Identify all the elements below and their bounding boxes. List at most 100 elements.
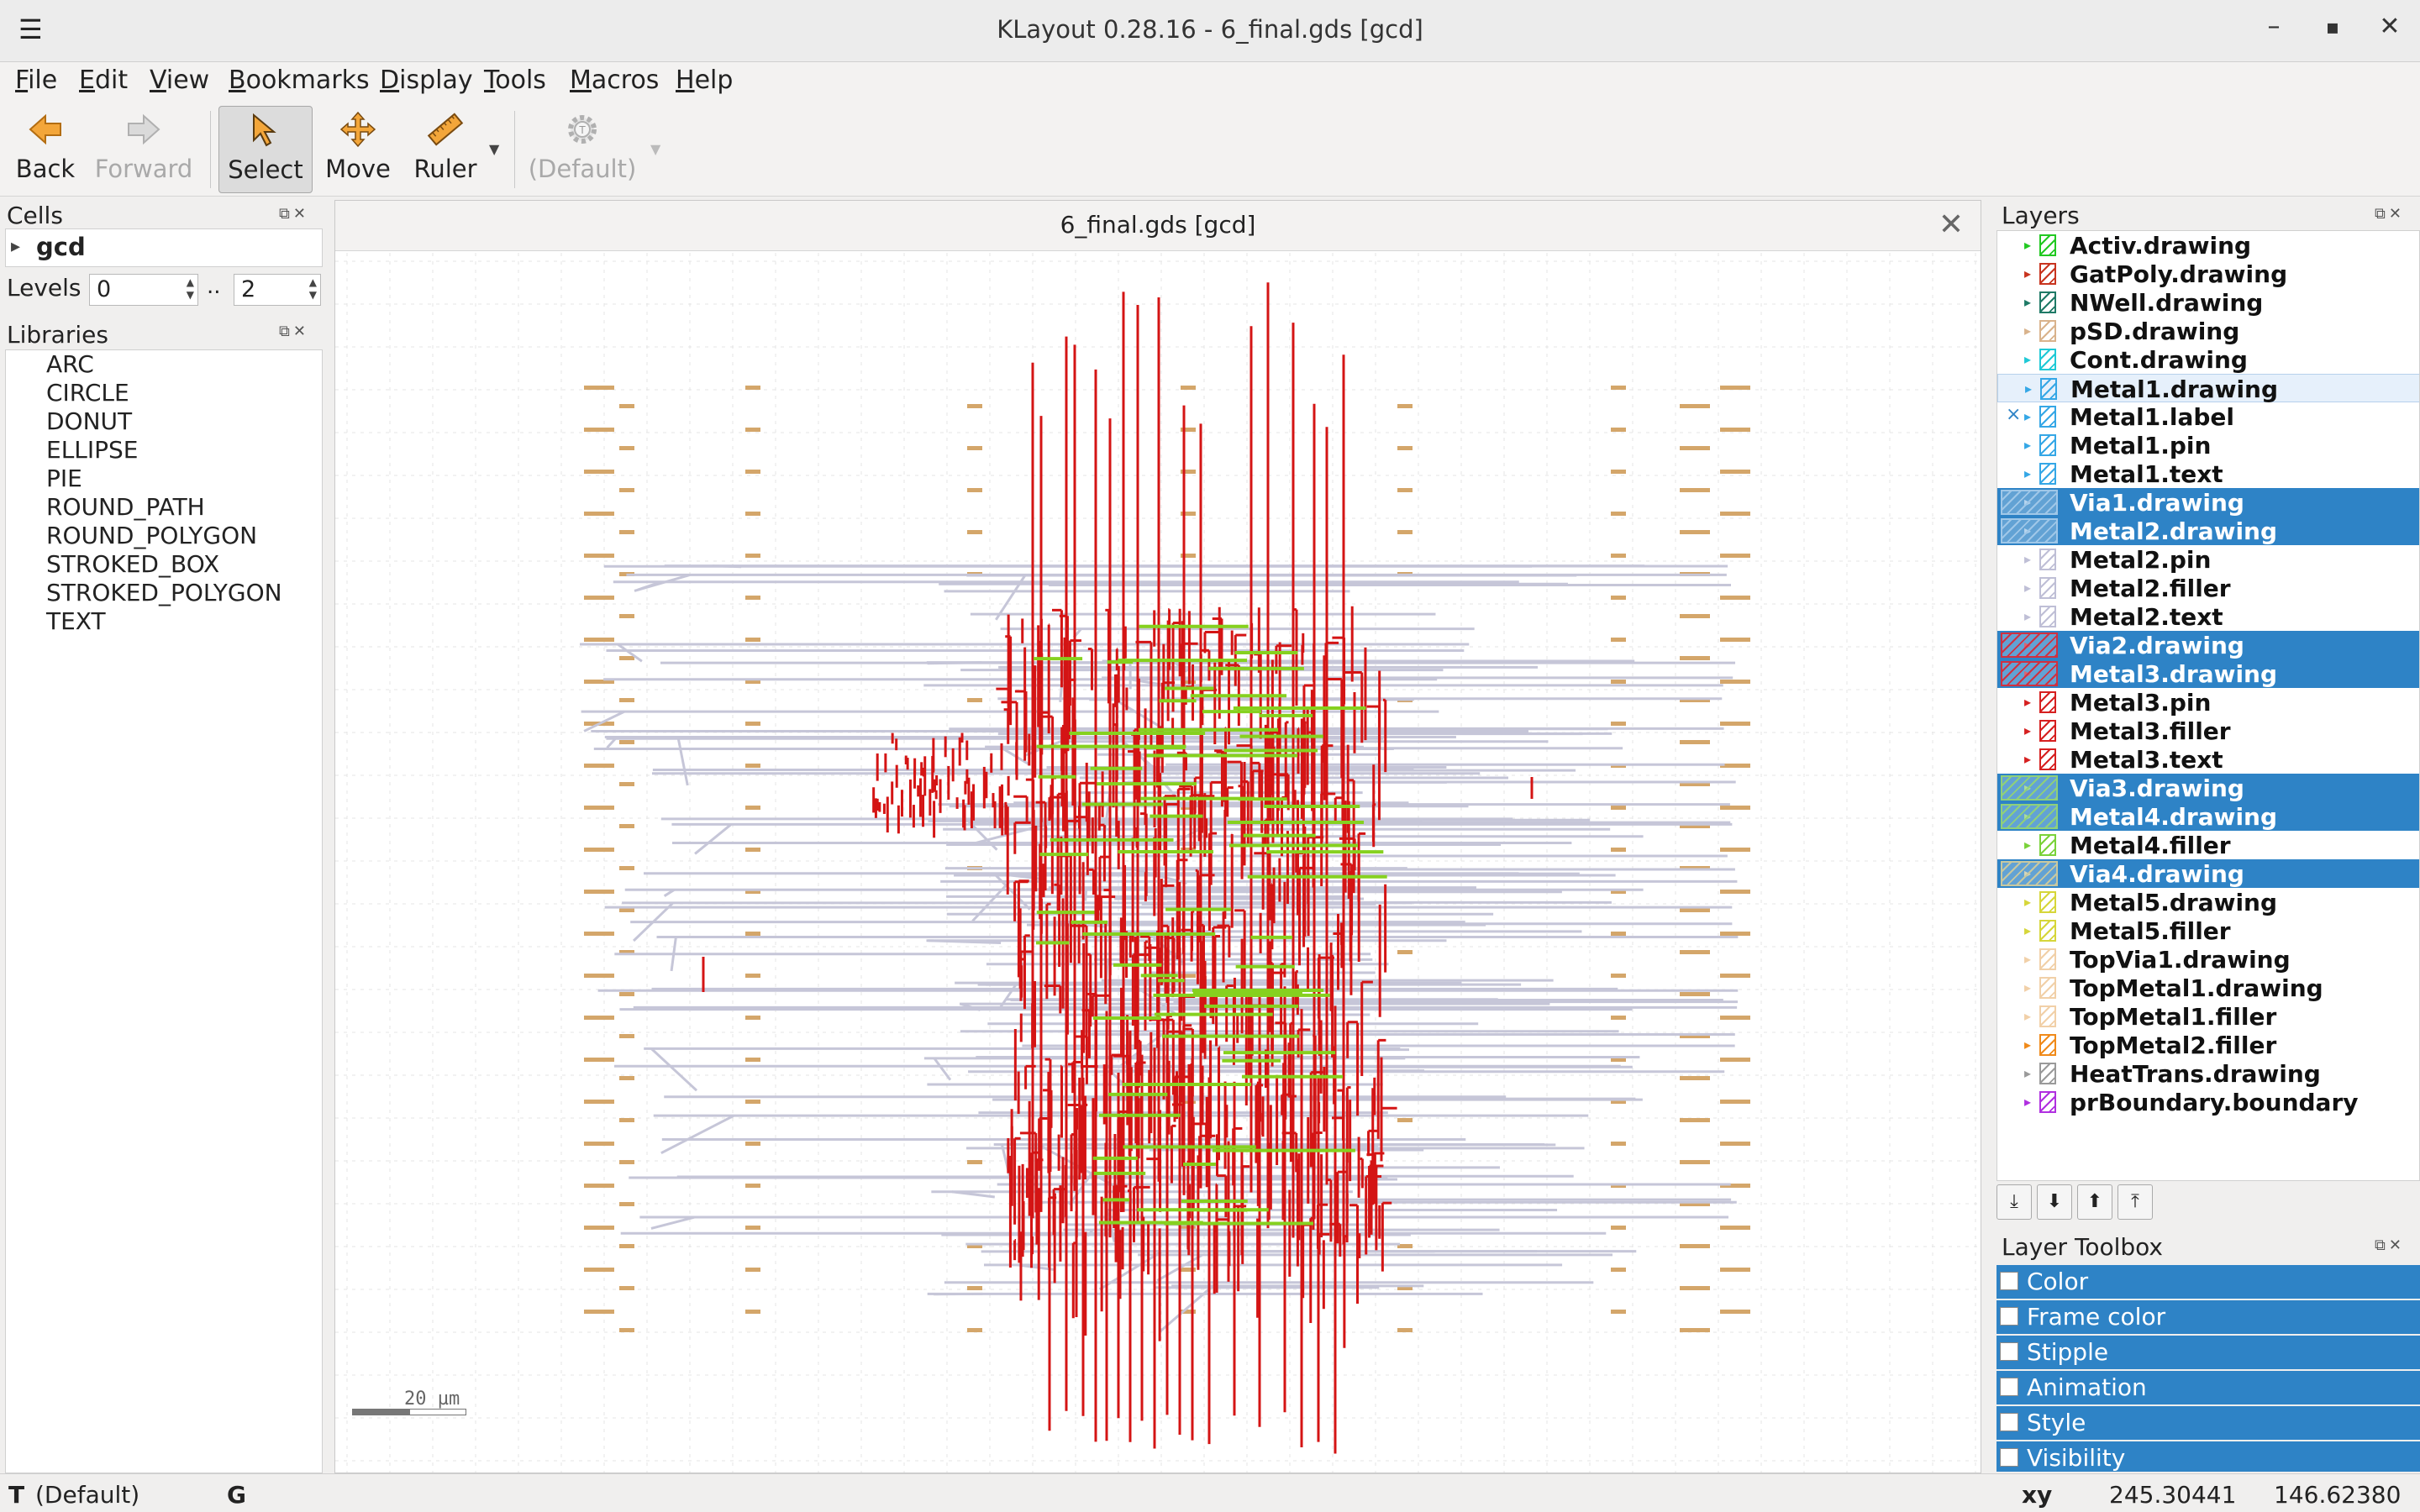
expand-checkbox[interactable] [2000,1378,2018,1396]
layer-row[interactable]: ▸ TopMetal1.drawing [1997,974,2419,1002]
layer-row[interactable]: ▸ HeatTrans.drawing [1997,1059,2419,1088]
expand-checkbox[interactable] [2000,1272,2018,1290]
layer-row[interactable]: ▸Metal4.drawing [1997,802,2419,831]
library-item[interactable]: PIE [46,465,82,492]
toolbox-stipple[interactable]: Stipple [1996,1336,2420,1369]
menu-view[interactable]: View [150,66,210,95]
ruler-dropdown-icon[interactable]: ▼ [489,141,500,157]
menu-display[interactable]: Display [380,66,473,95]
layer-row[interactable]: ▸ Metal1.drawing [1997,374,2419,403]
toolbox-color[interactable]: Color [1996,1265,2420,1299]
layer-expand-icon[interactable]: ▸ [2024,323,2032,339]
layer-row[interactable]: ▸Via4.drawing [1997,859,2419,888]
expand-arrow-icon[interactable]: ▸ [11,236,21,257]
menu-file[interactable]: File [15,66,58,95]
move-to-bottom-icon[interactable]: ⤓ [1996,1184,2032,1220]
layer-expand-icon[interactable]: ▸ [2025,381,2033,396]
layer-expand-icon[interactable]: ▸ [2024,1037,2032,1053]
cell-gcd[interactable]: gcd [36,233,86,261]
layer-expand-icon[interactable]: ▸ [2024,722,2032,738]
maximize-button[interactable]: ▪ [2325,15,2340,39]
layers-pane-buttons[interactable]: ⧉✕ [2375,205,2405,223]
layer-row[interactable]: ▸ GatPoly.drawing [1997,260,2419,288]
library-item[interactable]: TEXT [46,607,106,635]
library-item[interactable]: CIRCLE [46,379,129,407]
layer-row[interactable]: ▸ TopMetal1.filler [1997,1002,2419,1031]
library-item[interactable]: STROKED_BOX [46,550,220,578]
layer-row[interactable]: ▸ Metal2.pin [1997,545,2419,574]
app-menu-icon[interactable]: ☰ [18,13,43,45]
layer-row[interactable]: ▸ Metal1.pin [1997,431,2419,459]
layer-expand-icon[interactable]: ▸ [2024,265,2032,281]
library-item[interactable]: STROKED_POLYGON [46,579,282,606]
toolbox-style[interactable]: Style [1996,1406,2420,1440]
move-to-top-icon[interactable]: ⤒ [2118,1184,2153,1220]
close-tab-icon[interactable]: ✕ [1938,207,1964,242]
layer-row[interactable]: ▸ pSD.drawing [1997,317,2419,345]
menu-macros[interactable]: Macros [570,66,660,95]
layer-row[interactable]: ▸ Metal4.filler [1997,831,2419,859]
layer-row[interactable]: ▸ Cont.drawing [1997,345,2419,374]
levels-to-spinbox[interactable]: 2 ▲ ▼ [234,274,321,306]
layer-row[interactable]: ▸Via3.drawing [1997,774,2419,802]
layer-expand-icon[interactable]: ▸ [2024,351,2032,367]
layer-row[interactable]: ▸ Metal3.filler [1997,717,2419,745]
macro-dropdown-icon[interactable]: ▼ [650,141,661,157]
library-item[interactable]: DONUT [46,407,133,435]
menu-tools[interactable]: Tools [484,66,546,95]
layer-row[interactable]: ▸ TopMetal2.filler [1997,1031,2419,1059]
toolbox-frame-color[interactable]: Frame color [1996,1300,2420,1334]
spin-arrows-icon[interactable]: ▲ ▼ [186,276,194,301]
layer-expand-icon[interactable]: ▸ [2024,1065,2032,1081]
layer-expand-icon[interactable]: ▸ [2024,694,2032,710]
library-item[interactable]: ELLIPSE [46,436,139,464]
layer-expand-icon[interactable]: ▸ [2024,837,2032,853]
layer-row[interactable]: ▸ Metal5.drawing [1997,888,2419,916]
library-item[interactable]: ARC [46,350,94,378]
layer-row[interactable]: ▸ TopVia1.drawing [1997,945,2419,974]
forward-button[interactable]: Forward [92,106,195,193]
menu-help[interactable]: Help [676,66,734,95]
levels-from-spinbox[interactable]: 0 ▲ ▼ [89,274,198,306]
layer-toolbox-pane-buttons[interactable]: ⧉✕ [2375,1236,2405,1254]
layer-expand-icon[interactable]: ▸ [2024,922,2032,938]
layout-canvas[interactable] [335,253,1981,1473]
layer-expand-icon[interactable]: ▸ [2024,751,2032,767]
layer-expand-icon[interactable]: ▸ [2024,1094,2032,1110]
move-button[interactable]: Move [321,106,395,193]
menu-edit[interactable]: Edit [79,66,129,95]
expand-checkbox[interactable] [2000,1342,2018,1361]
move-down-icon[interactable]: ⬇ [2037,1184,2072,1220]
layer-row[interactable]: ▸ Metal2.text [1997,602,2419,631]
layer-expand-icon[interactable]: ▸ [2024,894,2032,910]
layer-row[interactable]: ▸ prBoundary.boundary [1997,1088,2419,1116]
close-button[interactable]: ✕ [2379,12,2401,41]
layer-expand-icon[interactable]: ▸ [2024,294,2032,310]
layer-expand-icon[interactable]: ▸ [2024,408,2032,424]
layer-expand-icon[interactable]: ▸ [2024,437,2032,453]
layout-view[interactable]: 6_final.gds [gcd] ✕ 20 µm [334,200,1981,1473]
ruler-button[interactable]: Ruler [407,106,484,193]
macro-button[interactable]: T (Default) [526,106,639,193]
layer-row[interactable]: × ▸ Metal1.label [1997,402,2419,431]
layer-expand-icon[interactable]: ▸ [2024,237,2032,253]
layer-row[interactable]: ▸ Metal1.text [1997,459,2419,488]
layer-row[interactable]: ▸ Activ.drawing [1997,231,2419,260]
library-item[interactable]: ROUND_POLYGON [46,522,258,549]
cell-tree[interactable]: ▸ gcd [5,228,323,267]
toolbox-visibility[interactable]: Visibility [1996,1441,2420,1472]
library-item[interactable]: ROUND_PATH [46,493,205,521]
expand-checkbox[interactable] [2000,1413,2018,1431]
cells-pane-buttons[interactable]: ⧉✕ [279,205,309,223]
layer-row[interactable]: ▸Via1.drawing [1997,488,2419,517]
layer-row[interactable]: ▸Metal3.drawing [1997,659,2419,688]
back-button[interactable]: Back [12,106,79,193]
libraries-pane-buttons[interactable]: ⧉✕ [279,323,309,340]
layer-row[interactable]: ▸Via2.drawing [1997,631,2419,659]
document-tab[interactable]: 6_final.gds [gcd] ✕ [335,201,1981,251]
layer-row[interactable]: ▸ Metal5.filler [1997,916,2419,945]
layer-row[interactable]: ▸ NWell.drawing [1997,288,2419,317]
layer-row[interactable]: ▸ Metal3.pin [1997,688,2419,717]
layer-expand-icon[interactable]: ▸ [2024,979,2032,995]
select-button[interactable]: Select [218,106,313,193]
